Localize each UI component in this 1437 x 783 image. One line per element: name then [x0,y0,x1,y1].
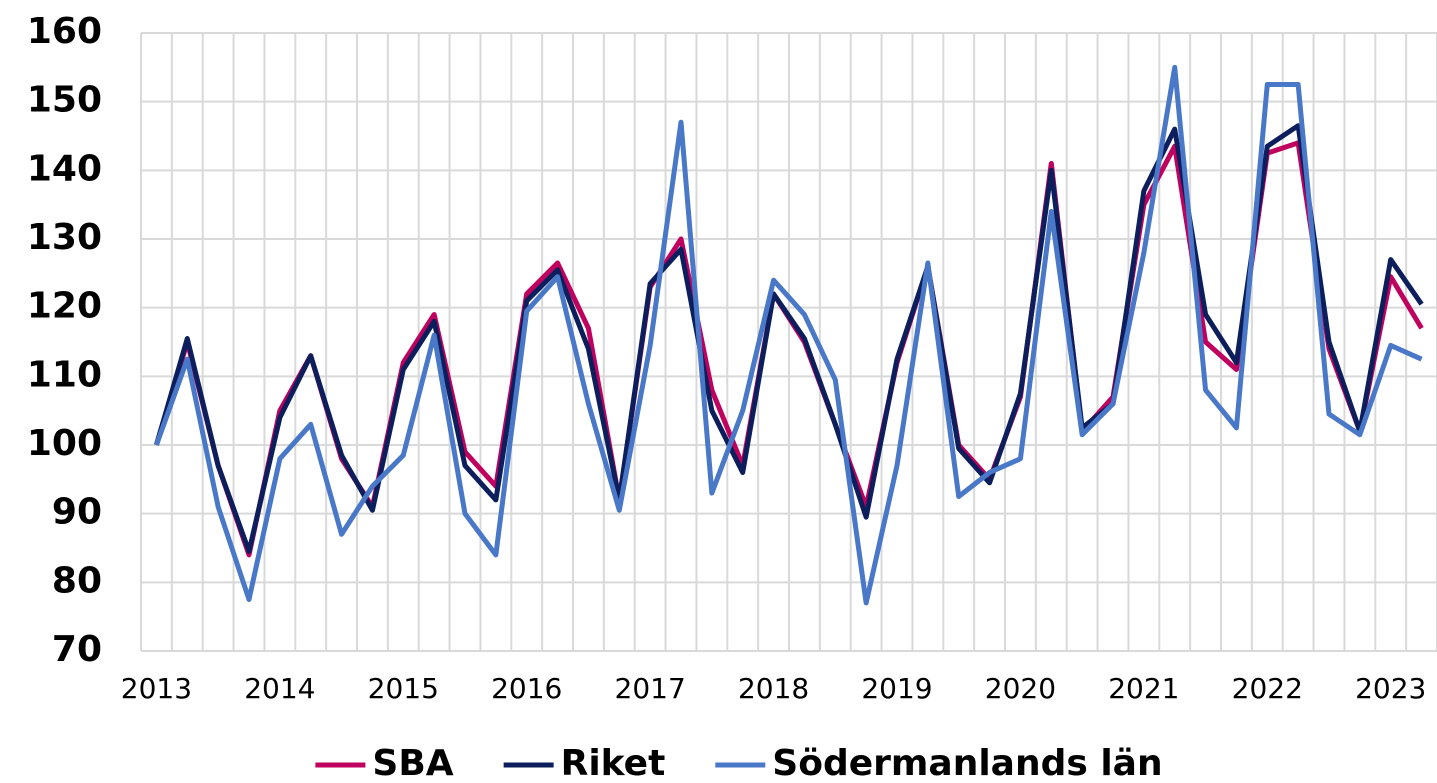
series-line [154,64,1423,606]
y-tick-label: 120 [27,286,102,327]
legend-label: SBA [372,743,453,783]
x-tick-label: 2018 [738,672,809,705]
y-tick-label: 150 [27,80,102,121]
y-tick-label: 80 [52,560,102,601]
legend-label: Riket [561,743,666,783]
x-tick-label: 2021 [1108,672,1179,705]
x-tick-label: 2013 [121,672,192,705]
x-tick-label: 2017 [615,672,686,705]
x-tick-label: 2016 [491,672,562,705]
x-tick-label: 2020 [985,672,1056,705]
x-tick-label: 2023 [1355,672,1426,705]
legend-label: Södermanlands län [772,743,1162,783]
series-line [154,123,1424,554]
x-tick-label: 2014 [244,672,315,705]
y-tick-label: 130 [27,217,102,258]
x-tick-label: 2019 [861,672,932,705]
y-tick-label: 90 [52,492,102,533]
y-tick-label: 100 [27,423,102,464]
y-tick-label: 70 [52,629,102,670]
x-tick-label: 2015 [368,672,439,705]
y-tick-label: 160 [27,11,102,52]
x-tick-label: 2022 [1232,672,1303,705]
y-tick-label: 140 [27,148,102,189]
y-tick-label: 110 [27,354,102,395]
